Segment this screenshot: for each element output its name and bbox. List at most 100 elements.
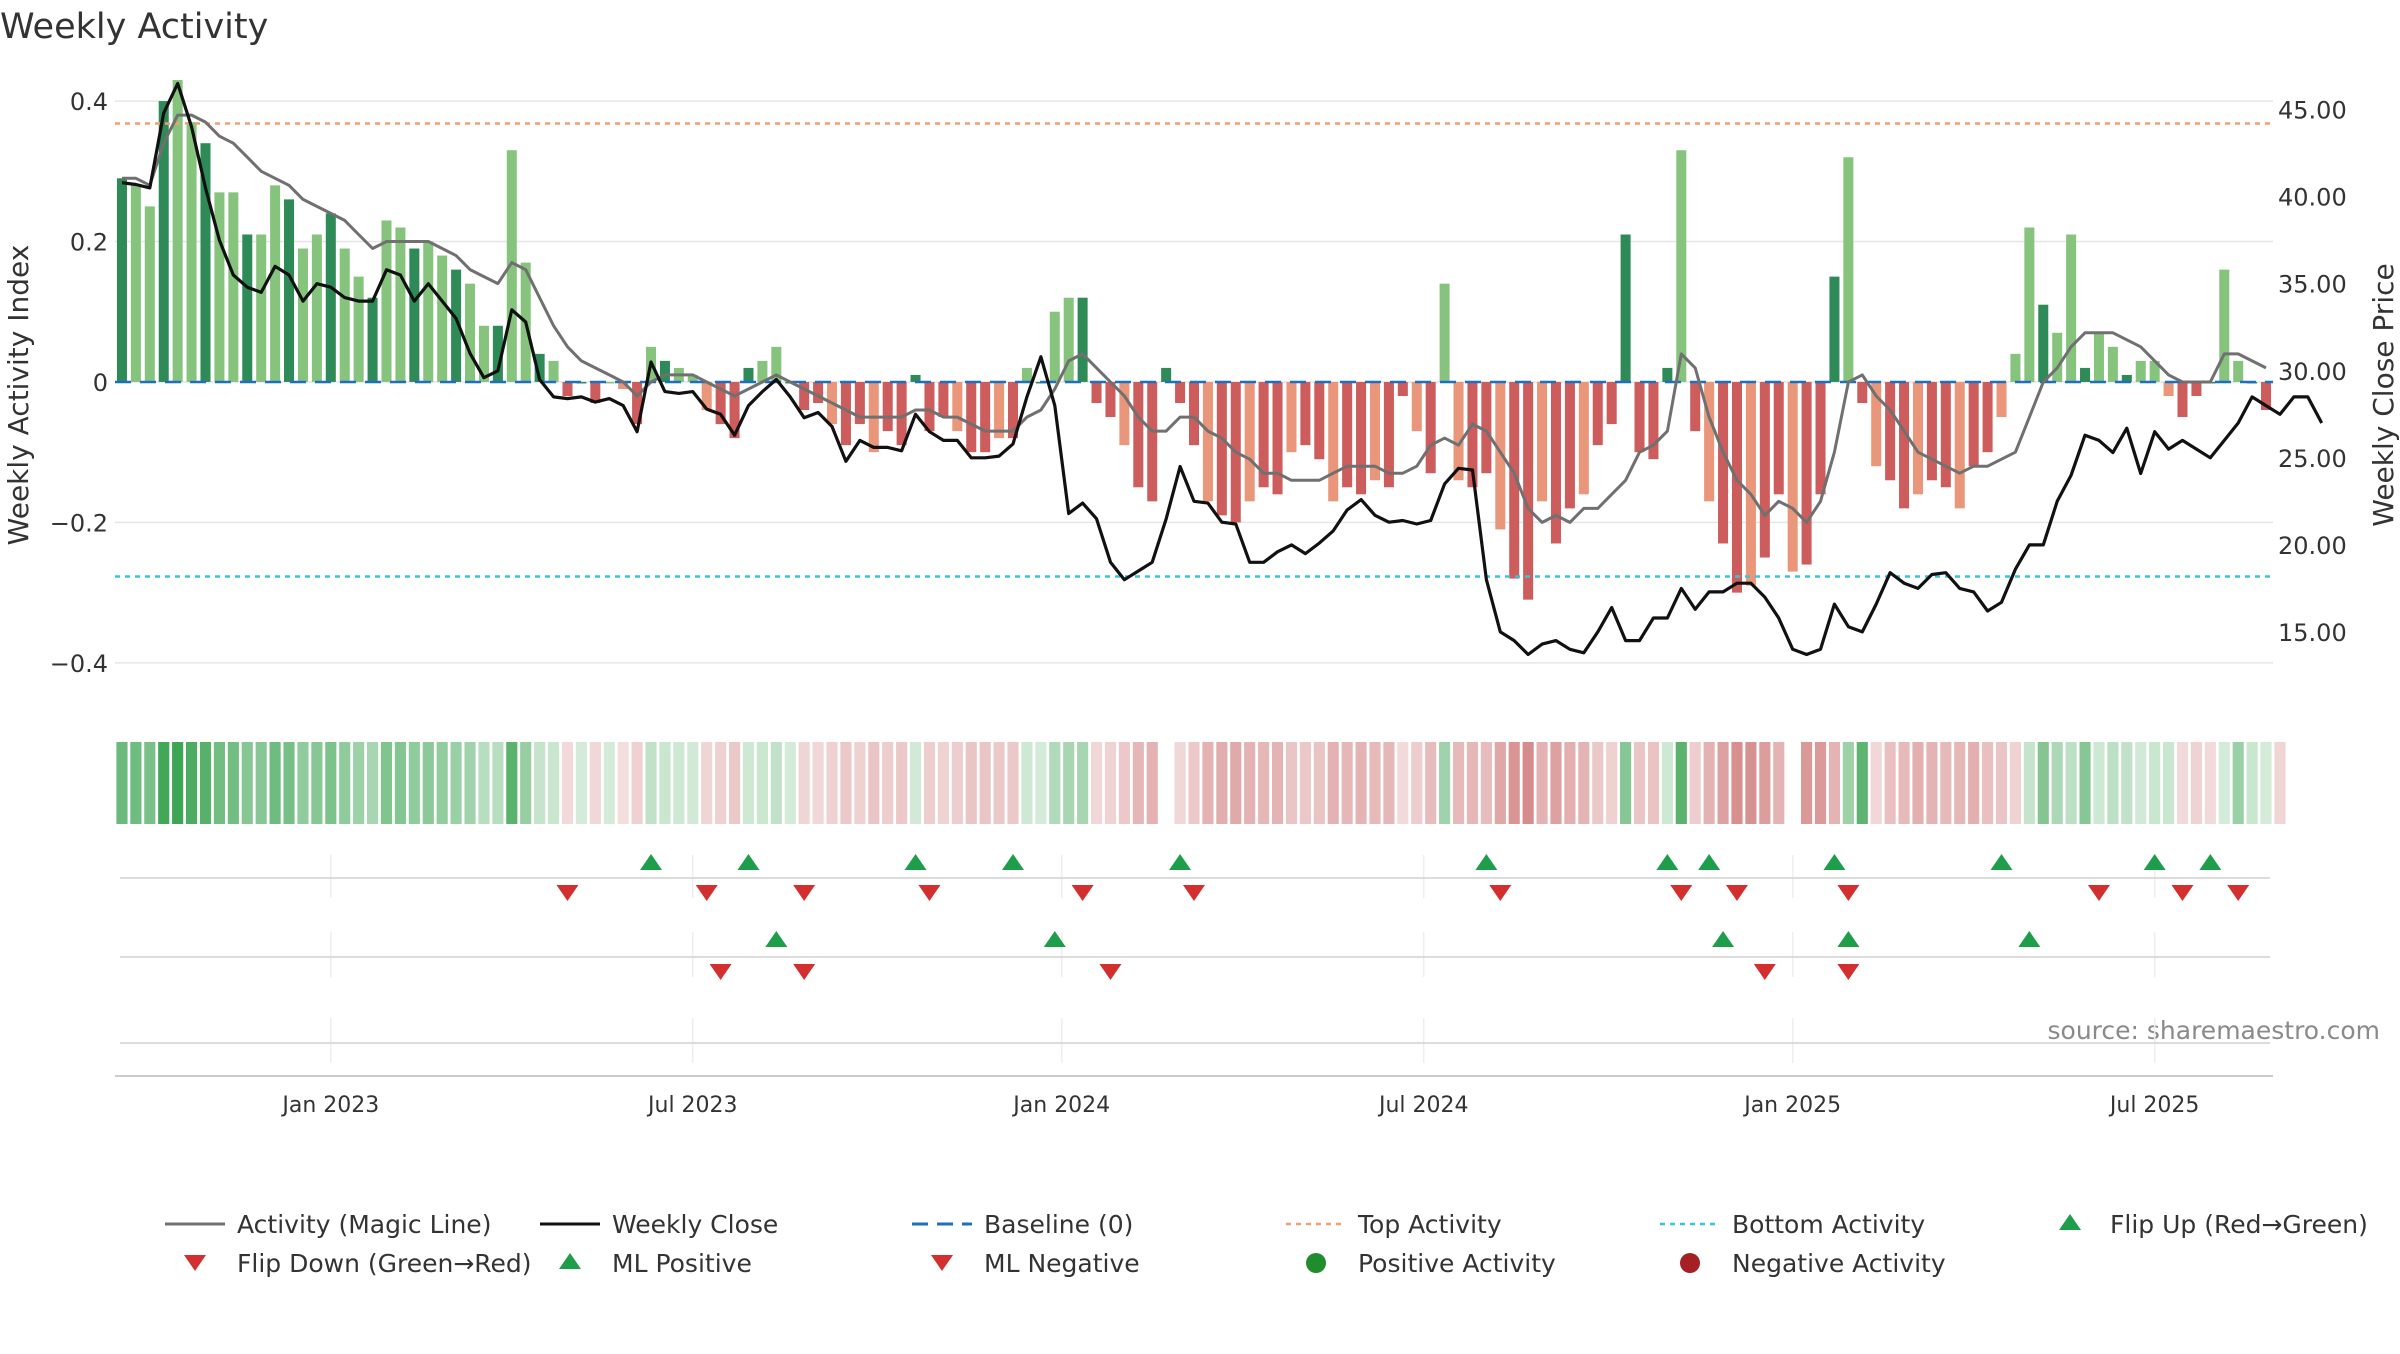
activity-bar (2191, 381, 2202, 396)
y-right-tick-label: 25.00 (2278, 445, 2347, 473)
activity-bar (966, 381, 977, 453)
heatstrip-cell (2079, 742, 2091, 824)
activity-bar (1606, 381, 1617, 425)
activity-bar (896, 381, 907, 446)
heatstrip-cell (520, 742, 532, 824)
flip-up-marker (1475, 854, 1498, 870)
heatstrip-cell (1745, 742, 1757, 824)
activity-bar (1300, 381, 1311, 446)
heatstrip-cell (380, 742, 393, 824)
heatstrip-cell (701, 742, 713, 824)
heatstrip-cell (1452, 742, 1465, 824)
activity-bar (1885, 381, 1896, 481)
legend-label: Top Activity (1357, 1210, 1502, 1239)
flip-up-marker (640, 854, 663, 870)
activity-bar (172, 80, 183, 382)
heatstrip-cell (422, 742, 434, 824)
activity-bar (339, 248, 350, 382)
heatstrip-cell (269, 742, 281, 824)
flip-markers (184, 854, 2250, 1271)
heatstrip-cell (1564, 742, 1576, 824)
activity-bar (1620, 234, 1631, 382)
heatstrip-cell (464, 742, 476, 824)
flip-down-marker (1725, 885, 1748, 901)
heatstrip-cell (2190, 742, 2202, 824)
heatstrip-cell (1313, 742, 1325, 824)
activity-bar (1342, 381, 1353, 488)
heatstrip-cell (645, 742, 657, 824)
activity-bar (1829, 276, 1840, 382)
activity-bar (2219, 269, 2230, 382)
heatstrip-cell (561, 742, 574, 824)
heatstrip-cell (909, 742, 922, 824)
activity-bar (270, 185, 281, 382)
heatstrip-cell (1174, 742, 1186, 824)
heatstrip-cell (1494, 742, 1506, 824)
heatstrip-cell (311, 742, 323, 824)
activity-bar (534, 353, 545, 382)
activity-bar (158, 101, 169, 382)
flip-down-marker (695, 885, 718, 901)
heatstrip-cell (1369, 742, 1381, 824)
flip-down-marker (1489, 885, 1512, 901)
heatstrip-cell (854, 742, 866, 824)
activity-bar (799, 381, 810, 411)
ml-positive-marker (1837, 931, 1860, 947)
heatstrip-cell (297, 742, 309, 824)
heatstrip-cell (1216, 742, 1228, 824)
heatstrip-cell (325, 742, 337, 824)
activity-bar (1133, 381, 1144, 488)
activity-bar (353, 276, 364, 382)
heatstrip-cell (673, 742, 685, 824)
activity-bar (1662, 367, 1673, 382)
heatstrip-cell (631, 742, 643, 824)
activity-bar (1745, 381, 1756, 586)
activity-bar (1216, 381, 1227, 516)
heatstrip-cell (1633, 742, 1646, 824)
flip-up-marker (2199, 854, 2222, 870)
activity-bar (994, 381, 1005, 439)
heatstrip-cell (1898, 742, 1910, 824)
flip-down-marker (1183, 885, 1205, 901)
activity-bar (1369, 381, 1381, 481)
heatstrip-cell (1731, 742, 1743, 824)
activity-bar (618, 381, 629, 389)
activity-bar (367, 297, 378, 382)
heatstrip-cell (1940, 742, 1952, 824)
heatstrip-cell (1049, 742, 1061, 824)
activity-bar (492, 325, 503, 382)
y-right-tick-label: 30.00 (2278, 358, 2347, 386)
heatstrip-cell (1536, 742, 1548, 824)
activity-bar (1467, 381, 1478, 488)
activity-bar (311, 234, 322, 382)
activity-bar (2163, 381, 2174, 396)
ml-positive-marker (1043, 931, 1066, 947)
activity-bar (409, 248, 420, 382)
activity-bar (1537, 381, 1548, 502)
heatstrip-cell (1884, 742, 1896, 824)
activity-bar (1439, 283, 1450, 382)
heatstrip-cell (1285, 742, 1298, 824)
activity-bar (1871, 381, 1882, 467)
legend-label: Negative Activity (1732, 1249, 1946, 1278)
heatstrip-cell (1466, 742, 1479, 824)
activity-bar (590, 381, 601, 404)
heatstrip-cell (1606, 742, 1618, 824)
activity-bar (576, 381, 587, 384)
heatstrip-cell (2260, 742, 2272, 824)
activity-bar (1509, 381, 1520, 579)
heatstrip-cell (1814, 742, 1827, 824)
activity-bar (1773, 381, 1784, 495)
y-tick-label: 0.2 (70, 229, 108, 257)
activity-bars (116, 80, 2272, 600)
heatstrip-cell (1021, 742, 1033, 824)
heatstrip-cell (1063, 742, 1075, 824)
activity-bar (116, 178, 127, 382)
flip-up-marker (904, 854, 927, 870)
activity-bar (451, 269, 462, 382)
legend-swatch-flip-up (2059, 1214, 2081, 1230)
activity-bar (506, 150, 517, 382)
x-tick-label: Jan 2025 (1742, 1093, 1841, 1118)
activity-bar (1982, 381, 1993, 453)
